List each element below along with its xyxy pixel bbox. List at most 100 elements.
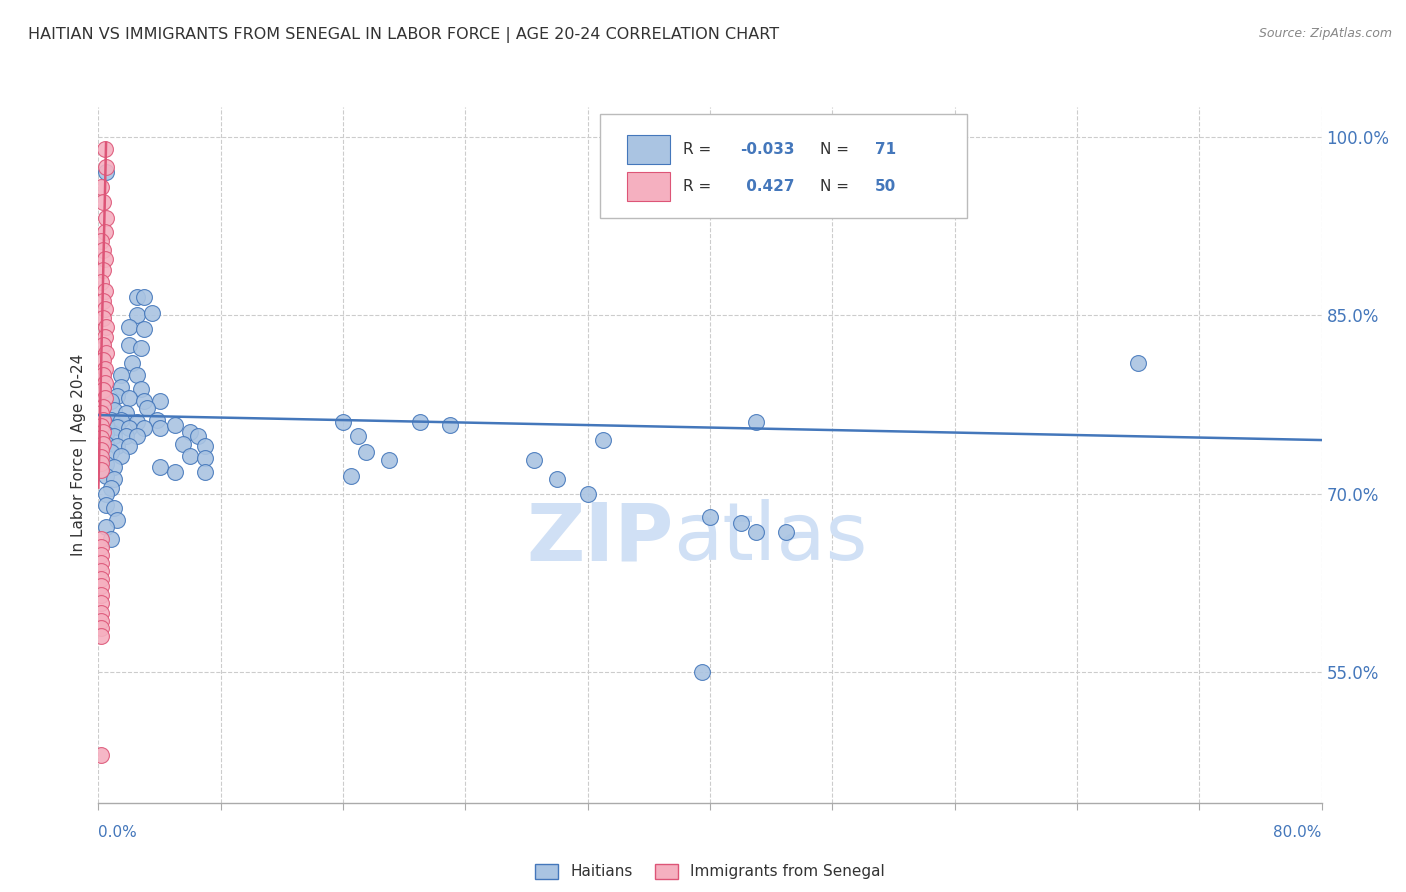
Point	[93, 376, 115, 390]
Point	[90, 556, 112, 570]
Point	[103, 460, 125, 475]
Text: 0.0%: 0.0%	[98, 825, 138, 840]
Point	[94, 468, 117, 483]
Point	[163, 417, 186, 432]
Y-axis label: In Labor Force | Age 20-24: In Labor Force | Age 20-24	[72, 354, 87, 556]
Point	[94, 486, 117, 500]
Point	[93, 285, 115, 299]
Point	[347, 429, 370, 443]
Point	[90, 748, 112, 763]
Point	[378, 453, 401, 467]
Point	[91, 353, 114, 368]
Point	[194, 465, 217, 479]
Point	[90, 235, 112, 249]
FancyBboxPatch shape	[600, 114, 967, 219]
Point	[93, 392, 115, 406]
Point	[90, 442, 112, 457]
Point	[179, 449, 201, 463]
Point	[118, 338, 141, 352]
Point	[103, 429, 125, 443]
Point	[439, 417, 461, 432]
Point	[145, 413, 167, 427]
Point	[576, 486, 599, 500]
Point	[90, 606, 112, 620]
Point	[90, 450, 112, 464]
Point	[90, 463, 112, 477]
Point	[90, 532, 112, 546]
Point	[90, 629, 112, 643]
Point	[105, 420, 128, 434]
Point	[121, 356, 143, 370]
Point	[90, 406, 112, 420]
Point	[118, 392, 141, 406]
Point	[125, 429, 148, 443]
Point	[100, 393, 122, 408]
Point	[149, 393, 172, 408]
Text: 50: 50	[875, 179, 897, 194]
Point	[118, 421, 141, 435]
Text: R =: R =	[683, 179, 716, 194]
Point	[90, 540, 112, 554]
Point	[110, 413, 132, 427]
Point	[94, 211, 117, 225]
Point	[592, 433, 614, 447]
Point	[103, 472, 125, 486]
Text: 0.427: 0.427	[741, 179, 794, 194]
Point	[100, 445, 122, 459]
Point	[90, 579, 112, 593]
Point	[172, 436, 194, 450]
Point	[91, 338, 114, 352]
Point	[100, 481, 122, 495]
Text: 71: 71	[875, 142, 896, 157]
Point	[118, 439, 141, 453]
Point	[118, 320, 141, 334]
Point	[91, 383, 114, 397]
Text: -0.033: -0.033	[741, 142, 796, 157]
Point	[1128, 356, 1150, 370]
Point	[354, 445, 377, 459]
Point	[90, 564, 112, 578]
Point	[125, 308, 148, 322]
Bar	[627, 135, 669, 164]
Point	[91, 195, 114, 210]
Point	[94, 320, 117, 334]
Point	[105, 513, 128, 527]
Point	[179, 425, 201, 439]
Point	[103, 403, 125, 417]
Point	[730, 516, 752, 531]
Point	[91, 413, 114, 427]
Point	[546, 472, 568, 486]
Point	[134, 393, 156, 408]
Point	[194, 439, 217, 453]
Point	[93, 225, 115, 239]
Point	[187, 429, 209, 443]
Text: Source: ZipAtlas.com: Source: ZipAtlas.com	[1258, 27, 1392, 40]
Point	[149, 460, 172, 475]
Point	[90, 275, 112, 289]
Point	[125, 290, 148, 304]
Point	[94, 457, 117, 471]
Point	[332, 415, 354, 429]
Point	[90, 431, 112, 445]
Legend: Haitians, Immigrants from Senegal: Haitians, Immigrants from Senegal	[529, 857, 891, 886]
Point	[94, 499, 117, 513]
Point	[90, 614, 112, 628]
Point	[91, 400, 114, 414]
Point	[91, 263, 114, 277]
Point	[699, 510, 721, 524]
Point	[149, 421, 172, 435]
Point	[129, 382, 152, 396]
Point	[129, 342, 152, 356]
Point	[134, 290, 156, 304]
Point	[105, 389, 128, 403]
Point	[90, 456, 112, 470]
Point	[94, 427, 117, 442]
Point	[134, 421, 156, 435]
Point	[94, 520, 117, 534]
Point	[163, 465, 186, 479]
Point	[90, 621, 112, 635]
Point	[339, 468, 361, 483]
Point	[93, 361, 115, 376]
Point	[103, 500, 125, 515]
Point	[90, 596, 112, 610]
